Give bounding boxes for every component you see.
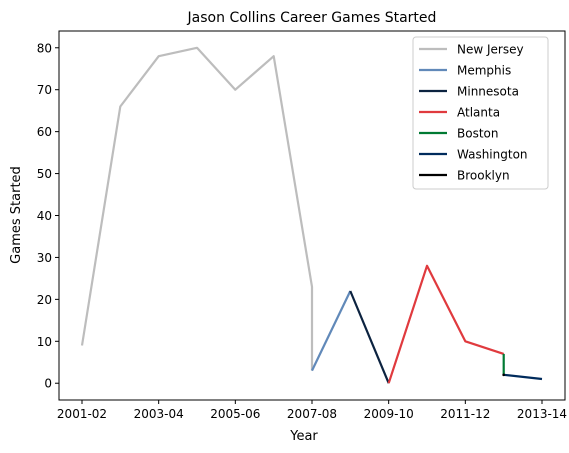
legend-label-3: Atlanta — [457, 106, 500, 120]
y-tick-label-4: 40 — [37, 209, 52, 223]
x-tick-label-2: 2005-06 — [210, 407, 260, 421]
y-tick-label-8: 80 — [37, 41, 52, 55]
series-line-5 — [504, 375, 542, 379]
y-tick-label-0: 0 — [44, 377, 52, 391]
x-tick-label-1: 2003-04 — [134, 407, 184, 421]
x-tick-label-5: 2011-12 — [440, 407, 490, 421]
legend-label-6: Brooklyn — [457, 169, 510, 183]
series-point-6 — [502, 374, 505, 377]
series-line-3 — [389, 266, 504, 383]
y-tick-label-3: 30 — [37, 251, 52, 265]
chart-title: Jason Collins Career Games Started — [187, 10, 437, 26]
y-tick-label-6: 60 — [37, 125, 52, 139]
y-axis: 0 10 20 30 40 50 60 70 80 — [37, 41, 59, 390]
x-tick-label-3: 2007-08 — [287, 407, 337, 421]
series-line-2 — [350, 291, 388, 383]
legend: New Jersey Memphis Minnesota Atlanta Boston W… — [413, 37, 548, 189]
y-axis-label: Games Started — [9, 166, 24, 264]
y-tick-label-1: 10 — [37, 335, 52, 349]
x-tick-label-0: 2001-02 — [57, 407, 107, 421]
series-line-0 — [82, 48, 312, 371]
legend-label-5: Washington — [457, 148, 528, 162]
x-tick-label-6: 2013-14 — [517, 407, 567, 421]
y-tick-label-5: 50 — [37, 167, 52, 181]
legend-label-4: Boston — [457, 127, 498, 141]
legend-label-2: Minnesota — [457, 85, 519, 99]
x-axis-label: Year — [289, 429, 318, 444]
legend-label-0: New Jersey — [457, 43, 524, 57]
legend-label-1: Memphis — [457, 64, 511, 78]
y-tick-label-2: 20 — [37, 293, 52, 307]
y-tick-label-7: 70 — [37, 83, 52, 97]
x-tick-label-4: 2009-10 — [364, 407, 414, 421]
series-line-1 — [312, 291, 350, 371]
x-axis: 2001-02 2003-04 2005-06 2007-08 2009-10 2011-… — [57, 400, 567, 421]
